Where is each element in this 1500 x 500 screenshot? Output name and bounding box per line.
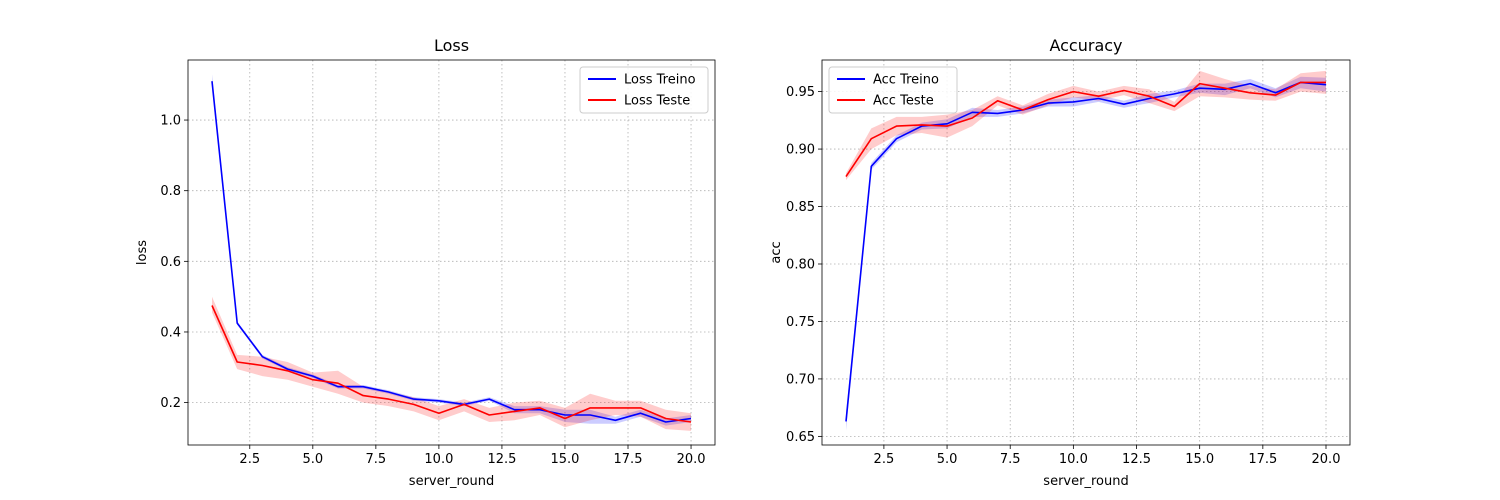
acc-teste-legend-label: Acc Teste bbox=[873, 94, 934, 109]
loss-y-ticks: 0.2 0.4 0.6 0.8 1.0 bbox=[160, 114, 188, 411]
accuracy-y-tick-label: 0.65 bbox=[786, 430, 815, 445]
accuracy-x-tick-label: 12.5 bbox=[1122, 452, 1151, 467]
loss-x-tick-label: 17.5 bbox=[614, 452, 643, 467]
loss-x-tick-label: 7.5 bbox=[366, 452, 387, 467]
loss-treino-legend-label: Loss Treino bbox=[624, 73, 696, 88]
accuracy-y-ticks: 0.65 0.70 0.75 0.80 0.85 0.90 0.95 bbox=[786, 85, 822, 445]
loss-chart-title: Loss bbox=[434, 36, 469, 55]
accuracy-x-tick-label: 10.0 bbox=[1059, 452, 1088, 467]
accuracy-x-tick-label: 7.5 bbox=[1000, 452, 1021, 467]
accuracy-y-axis-label: acc bbox=[769, 241, 784, 263]
loss-x-axis-label: server_round bbox=[409, 474, 494, 489]
loss-teste-legend-label: Loss Teste bbox=[624, 94, 690, 109]
loss-x-ticks: 2.5 5.0 7.5 10.0 12.5 15.0 17.5 20.0 bbox=[239, 445, 706, 467]
accuracy-axes-frame bbox=[821, 59, 1351, 446]
accuracy-lines bbox=[845, 81, 1327, 422]
accuracy-y-tick-label: 0.85 bbox=[786, 200, 815, 215]
accuracy-x-ticks: 2.5 5.0 7.5 10.0 12.5 15.0 17.5 20.0 bbox=[874, 445, 1341, 467]
accuracy-legend: Acc Treino Acc Teste bbox=[828, 66, 958, 114]
accuracy-x-tick-label: 17.5 bbox=[1248, 452, 1277, 467]
loss-legend: Loss Treino Loss Teste bbox=[579, 66, 709, 114]
loss-y-tick-label: 0.6 bbox=[160, 255, 181, 270]
loss-x-tick-label: 20.0 bbox=[677, 452, 706, 467]
loss-y-tick-label: 0.8 bbox=[160, 184, 181, 199]
accuracy-y-tick-label: 0.95 bbox=[786, 85, 815, 100]
loss-chart: 2.5 5.0 7.5 10.0 12.5 15.0 17.5 20.0 0.20.40.60… bbox=[135, 36, 716, 489]
accuracy-x-tick-label: 20.0 bbox=[1312, 452, 1341, 467]
accuracy-grid bbox=[822, 60, 1350, 445]
loss-lines bbox=[211, 81, 692, 423]
loss-teste-series-line bbox=[211, 305, 692, 423]
accuracy-chart: 2.5 5.0 7.5 10.0 12.5 15.0 17.5 20.0 0.650.700.… bbox=[769, 36, 1351, 489]
loss-x-tick-label: 15.0 bbox=[550, 452, 579, 467]
loss-y-tick-label: 0.2 bbox=[160, 396, 181, 411]
accuracy-y-tick-label: 0.80 bbox=[786, 257, 815, 272]
loss-teste-confidence-band bbox=[212, 296, 691, 431]
acc-treino-legend-label: Acc Treino bbox=[873, 73, 939, 88]
loss-axes-frame bbox=[187, 59, 716, 446]
accuracy-x-tick-label: 2.5 bbox=[874, 452, 895, 467]
accuracy-x-axis-label: server_round bbox=[1043, 474, 1128, 489]
accuracy-y-tick-label: 0.70 bbox=[786, 372, 815, 387]
loss-x-tick-label: 5.0 bbox=[302, 452, 323, 467]
accuracy-x-tick-label: 5.0 bbox=[937, 452, 958, 467]
loss-grid bbox=[188, 60, 715, 445]
accuracy-y-tick-label: 0.90 bbox=[786, 143, 815, 158]
loss-x-tick-label: 12.5 bbox=[487, 452, 516, 467]
loss-x-tick-label: 2.5 bbox=[239, 452, 260, 467]
loss-bands bbox=[212, 74, 691, 431]
accuracy-y-tick-label: 0.75 bbox=[786, 315, 815, 330]
loss-x-tick-label: 10.0 bbox=[424, 452, 453, 467]
loss-y-axis-label: loss bbox=[135, 240, 150, 265]
loss-y-tick-label: 1.0 bbox=[160, 114, 181, 129]
loss-treino-series-line bbox=[211, 81, 692, 423]
accuracy-chart-title: Accuracy bbox=[1049, 36, 1122, 55]
loss-y-tick-label: 0.4 bbox=[160, 325, 181, 340]
acc-teste-series-line bbox=[845, 81, 1326, 178]
accuracy-x-tick-label: 15.0 bbox=[1185, 452, 1214, 467]
